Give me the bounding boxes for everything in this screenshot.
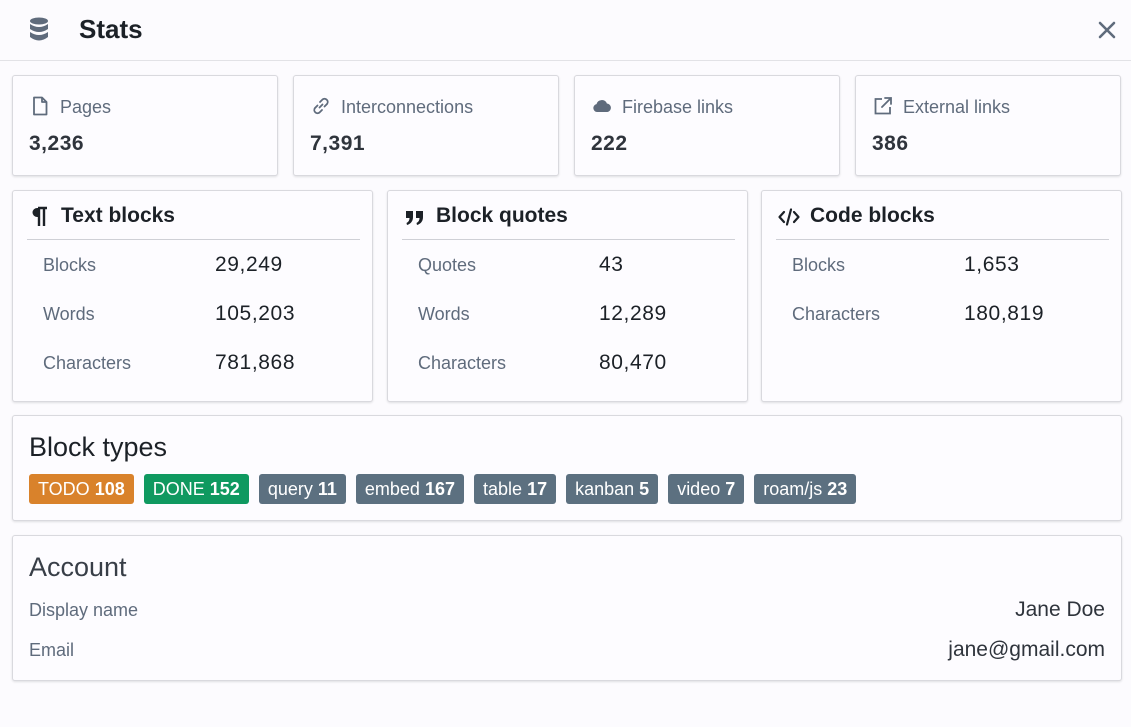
tag-count: 108 (94, 479, 125, 499)
stat-card-pages: Pages 3,236 (12, 75, 278, 176)
divider (402, 239, 735, 240)
display-name-label: Display name (29, 600, 139, 620)
tag-name: video (677, 479, 721, 499)
stat-card-firebase-links: Firebase links 222 (574, 75, 840, 176)
account-card: Account Display name Jane Doe Email jane… (12, 535, 1122, 681)
tag-kanban[interactable]: kanban 5 (566, 474, 659, 504)
row-value: 180,819 (964, 302, 1045, 325)
tag-count: 7 (725, 479, 736, 499)
close-icon[interactable] (1096, 19, 1118, 41)
email-value: jane@gmail.com (948, 638, 1105, 661)
tag-list: TODO 108 DONE 152 query 11 embed 167 tab… (29, 474, 857, 504)
stat-label: External links (903, 97, 1011, 117)
row-label: Blocks (43, 255, 97, 275)
row-value: 29,249 (215, 253, 283, 276)
stat-value: 7,391 (310, 132, 366, 155)
stat-card-external-links: External links 386 (855, 75, 1121, 176)
stat-label: Pages (60, 97, 112, 117)
row-label: Characters (792, 304, 881, 324)
display-name-value: Jane Doe (1015, 598, 1105, 621)
link-icon (313, 97, 329, 115)
tag-count: 152 (209, 479, 240, 499)
dialog-title: Stats (79, 14, 143, 44)
section-title: Account (29, 552, 127, 582)
tag-count: 5 (639, 479, 650, 499)
block-types-card: Block types TODO 108 DONE 152 query 11 e… (12, 415, 1122, 521)
row-label: Characters (418, 353, 507, 373)
cloud-icon (593, 100, 611, 112)
row-value: 12,289 (599, 302, 667, 325)
tag-done[interactable]: DONE 152 (143, 474, 249, 504)
tag-name: table (483, 479, 523, 499)
row-value: 43 (599, 253, 624, 276)
block-quotes-card: Block quotes Quotes 43 Words 12,289 Char… (387, 190, 748, 402)
divider (27, 239, 360, 240)
database-icon (30, 17, 48, 41)
tag-name: DONE (152, 479, 205, 499)
tag-query[interactable]: query 11 (258, 474, 346, 504)
row-label: Characters (43, 353, 132, 373)
tag-todo[interactable]: TODO 108 (29, 474, 134, 504)
card-title: Text blocks (61, 204, 175, 227)
external-link-icon (874, 97, 892, 115)
stat-card-interconnections: Interconnections 7,391 (293, 75, 559, 176)
row-label: Blocks (792, 255, 846, 275)
tag-roam-js[interactable]: roam/js 23 (754, 474, 857, 504)
tag-embed[interactable]: embed 167 (355, 474, 464, 504)
quote-icon (406, 211, 423, 225)
stat-value: 222 (591, 132, 628, 155)
code-blocks-card: Code blocks Blocks 1,653 Characters 180,… (761, 190, 1122, 402)
tag-name: kanban (575, 479, 635, 499)
row-label: Quotes (418, 255, 477, 275)
tag-name: roam/js (763, 479, 823, 499)
tag-name: embed (364, 479, 420, 499)
tag-count: 11 (317, 479, 337, 499)
row-value: 781,868 (215, 351, 296, 374)
text-blocks-card: Text blocks Blocks 29,249 Words 105,203 … (12, 190, 373, 402)
tag-count: 17 (527, 479, 548, 499)
row-value: 80,470 (599, 351, 667, 374)
row-label: Words (43, 304, 95, 324)
tag-video[interactable]: video 7 (668, 474, 745, 504)
email-label: Email (29, 640, 75, 660)
stat-label: Firebase links (622, 97, 734, 117)
tag-count: 23 (827, 479, 848, 499)
tag-name: query (267, 479, 313, 499)
tag-name: TODO (38, 479, 90, 499)
tag-table[interactable]: table 17 (474, 474, 557, 504)
row-label: Words (418, 304, 470, 324)
paragraph-icon (32, 206, 47, 226)
card-title: Block quotes (436, 204, 568, 227)
dialog-header: Stats (0, 0, 1131, 61)
row-value: 105,203 (215, 302, 296, 325)
stat-value: 3,236 (29, 132, 85, 155)
stat-value: 386 (872, 132, 909, 155)
document-icon (33, 96, 48, 116)
row-value: 1,653 (964, 253, 1020, 276)
section-title: Block types (29, 432, 168, 462)
stat-label: Interconnections (341, 97, 474, 117)
code-icon (778, 208, 800, 226)
card-title: Code blocks (810, 204, 935, 227)
tag-count: 167 (424, 479, 455, 499)
divider (776, 239, 1109, 240)
